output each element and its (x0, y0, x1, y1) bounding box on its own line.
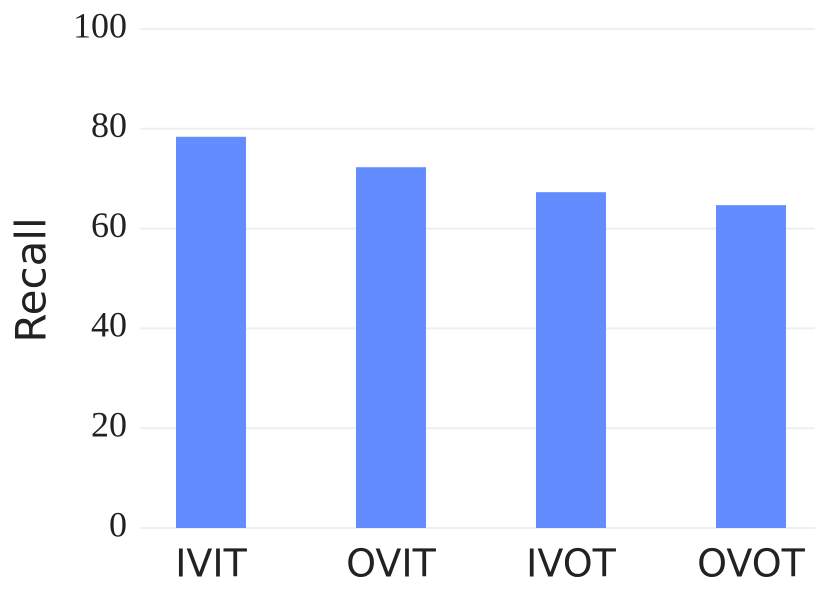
bar (356, 167, 426, 528)
y-tick-label: 80 (91, 105, 127, 145)
y-tick-label: 40 (91, 305, 127, 345)
x-tick-label: OVIT (346, 542, 436, 586)
bar (536, 192, 606, 528)
y-axis-label: Recall (7, 217, 56, 342)
y-tick-label: 20 (91, 404, 127, 444)
bar (716, 205, 786, 528)
y-tick-label: 0 (109, 504, 127, 544)
x-tick-label: OVOT (697, 542, 805, 586)
x-tick-label: IVIT (175, 542, 247, 586)
y-tick-label: 100 (73, 5, 127, 45)
bar (176, 136, 246, 528)
x-tick-label: IVOT (526, 542, 616, 586)
y-tick-label: 60 (91, 205, 127, 245)
